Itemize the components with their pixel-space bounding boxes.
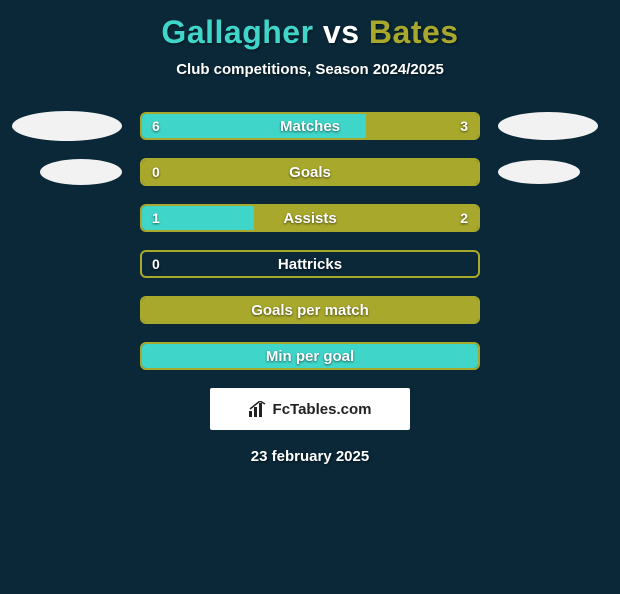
right-ellipse-icon	[498, 160, 580, 184]
stat-value-player2: 2	[460, 210, 468, 226]
stat-label: Hattricks	[278, 256, 342, 273]
badge-text: FcTables.com	[273, 401, 372, 418]
stat-bars-container: 6 3 Matches 0 Goals 1 2 Assists 0 Hattricks Goals …	[0, 112, 620, 370]
stat-value-player2: 3	[460, 118, 468, 134]
player1-name: Gallagher	[161, 14, 313, 50]
footer-date: 23 february 2025	[0, 448, 620, 465]
stat-row: Min per goal	[0, 342, 620, 370]
stat-label: Goals per match	[251, 302, 369, 319]
right-ellipse-icon	[498, 112, 598, 140]
stat-value-player1: 6	[152, 118, 160, 134]
stat-value-player1: 0	[152, 164, 160, 180]
stat-bar: Goals per match	[140, 296, 480, 324]
stat-label: Matches	[280, 118, 340, 135]
stat-bar: Min per goal	[140, 342, 480, 370]
stat-label: Goals	[289, 164, 331, 181]
subtitle: Club competitions, Season 2024/2025	[0, 61, 620, 78]
comparison-title: Gallagher vs Bates	[0, 14, 620, 51]
stat-row: 6 3 Matches	[0, 112, 620, 140]
stat-bar: 1 2 Assists	[140, 204, 480, 232]
stat-bar: 0 Hattricks	[140, 250, 480, 278]
left-ellipse-icon	[12, 111, 122, 141]
stat-row: 0 Hattricks	[0, 250, 620, 278]
stat-label: Assists	[283, 210, 336, 227]
stat-label: Min per goal	[266, 348, 354, 365]
chart-icon	[249, 401, 267, 417]
vs-text: vs	[323, 14, 360, 50]
stat-bar: 6 3 Matches	[140, 112, 480, 140]
stat-value-player1: 0	[152, 256, 160, 272]
stat-row: 0 Goals	[0, 158, 620, 186]
source-badge: FcTables.com	[210, 388, 410, 430]
stat-row: 1 2 Assists	[0, 204, 620, 232]
stat-bar: 0 Goals	[140, 158, 480, 186]
stat-value-player1: 1	[152, 210, 160, 226]
stat-row: Goals per match	[0, 296, 620, 324]
player2-name: Bates	[369, 14, 459, 50]
left-ellipse-icon	[40, 159, 122, 185]
